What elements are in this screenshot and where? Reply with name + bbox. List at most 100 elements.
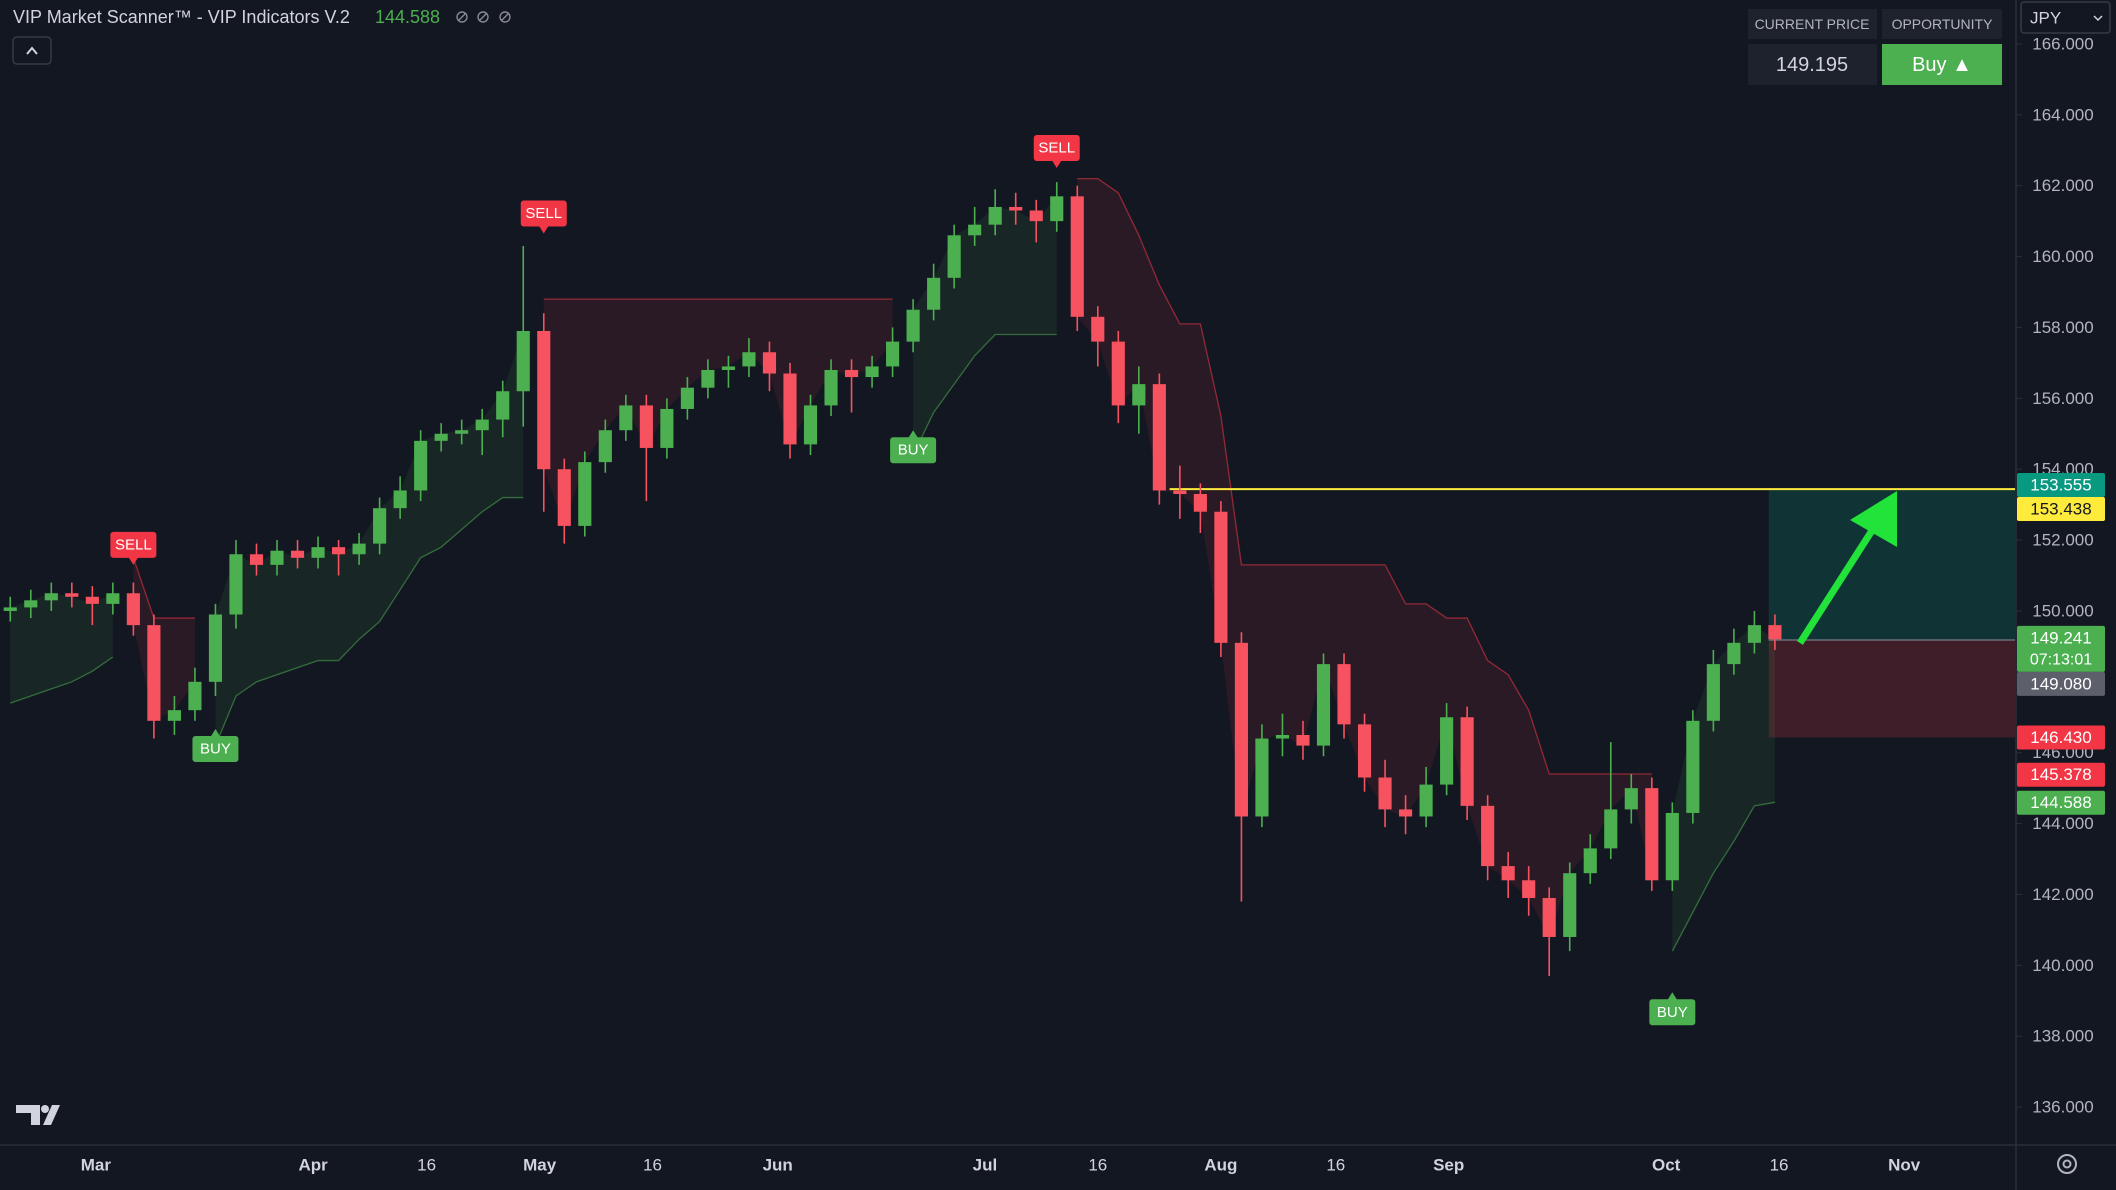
candle-body (660, 408, 674, 448)
trail-fill (543, 299, 893, 526)
y-tick-label: 160.000 (2032, 247, 2093, 266)
candle-body (844, 369, 859, 378)
candle-body (290, 550, 305, 558)
candle-body (639, 405, 653, 448)
signal-label: SELL (115, 536, 152, 553)
candle-body (1665, 812, 1679, 881)
candle-body (208, 614, 223, 682)
candle-body (1706, 664, 1720, 721)
candle-body (803, 405, 818, 445)
current-price-cell (1748, 44, 1877, 85)
candle-body (1357, 724, 1372, 778)
candle-body (229, 554, 243, 615)
loss-zone (1768, 640, 2015, 738)
signal: BUY (192, 728, 239, 762)
candle-body (1029, 210, 1043, 222)
candle-body (85, 596, 99, 604)
candle-body (619, 405, 633, 431)
trail-line (10, 656, 114, 704)
x-tick-label: May (523, 1156, 557, 1175)
candle-body (1070, 196, 1084, 317)
y-tick-label: 150.000 (2032, 601, 2093, 620)
candle-body (742, 352, 756, 367)
candle-body (516, 330, 530, 392)
signal-box (1649, 999, 1696, 1026)
candle-body (1255, 738, 1269, 817)
settings-button[interactable] (2057, 1154, 2077, 1174)
currency[interactable]: JPY (2030, 9, 2061, 28)
candle-body (1768, 625, 1782, 640)
y-tick-label: 136.000 (2032, 1098, 2093, 1117)
price-label-box (2017, 790, 2105, 815)
candle-body (1132, 384, 1146, 406)
candle-body (1050, 196, 1064, 222)
candle-body (1727, 642, 1741, 665)
tradingview-logo (16, 1105, 60, 1125)
x-tick-label: Sep (1433, 1156, 1464, 1175)
candle-body (414, 440, 428, 491)
currency-dropdown[interactable]: JPY (2020, 1, 2111, 34)
indicator-icons (456, 11, 511, 23)
signal-box (192, 735, 239, 762)
candle-body (1686, 720, 1700, 813)
candle-body (496, 391, 510, 420)
candle-body (1460, 717, 1474, 806)
signal-pointer (538, 225, 549, 234)
x-tick-label: 16 (1326, 1156, 1345, 1175)
candle-body (352, 543, 366, 555)
price-label-box (2017, 671, 2105, 696)
candle-body (106, 593, 120, 604)
signal: SELL (110, 531, 157, 565)
signal-pointer (1667, 992, 1678, 1001)
candle-body (1091, 316, 1105, 342)
candle-body (1563, 873, 1577, 937)
candle-body (1316, 664, 1331, 746)
candle-body (1419, 784, 1433, 817)
indicator-value: 144.588 (375, 7, 440, 27)
candle-body (188, 681, 202, 711)
candle-body (1583, 848, 1597, 874)
price-label: 149.241 (2030, 628, 2091, 647)
price-countdown: 07:13:01 (2030, 651, 2092, 668)
candle-body (332, 547, 346, 555)
opportunity-value[interactable]: Buy ▲ (1912, 54, 1972, 76)
candle-body (557, 469, 571, 526)
opportunity-cell[interactable] (1882, 44, 2002, 85)
candle-body (126, 593, 140, 626)
candle-body (865, 366, 879, 378)
candle-body (1009, 206, 1023, 211)
signal-pointer (1051, 159, 1062, 168)
signal-box (110, 531, 157, 558)
candle-body (578, 462, 592, 526)
signal-box (890, 437, 937, 464)
candle-body (680, 387, 694, 409)
trail-fill (10, 593, 113, 704)
signal-pointer (210, 728, 221, 737)
candle-body (475, 419, 489, 431)
candle-body (167, 710, 181, 721)
y-tick-label: 138.000 (2032, 1027, 2093, 1046)
candle-body (824, 369, 838, 406)
y-tick-label: 156.000 (2032, 389, 2093, 408)
x-tick-label: Mar (81, 1156, 112, 1175)
candle-body (270, 550, 284, 565)
candle-body (537, 330, 551, 470)
candle-body (968, 224, 982, 236)
candle-body (988, 206, 1002, 225)
signal-box (1033, 134, 1080, 161)
price-label-box (2017, 725, 2105, 750)
candle-body (434, 433, 448, 441)
y-tick-label: 162.000 (2032, 176, 2093, 195)
collapse-button[interactable] (12, 36, 52, 65)
candle-body (1604, 809, 1618, 849)
candle-body (1275, 734, 1290, 739)
candle-body (373, 508, 387, 544)
signal-pointer (128, 556, 139, 565)
candle-body (1399, 809, 1413, 817)
candle-body (886, 341, 900, 367)
x-tick-label: Aug (1204, 1156, 1237, 1175)
trail-line (1077, 177, 1652, 775)
signal-label: BUY (1657, 1004, 1688, 1021)
info-panel: CURRENT PRICE OPPORTUNITY 149.195 Buy ▲ (1748, 9, 2002, 85)
